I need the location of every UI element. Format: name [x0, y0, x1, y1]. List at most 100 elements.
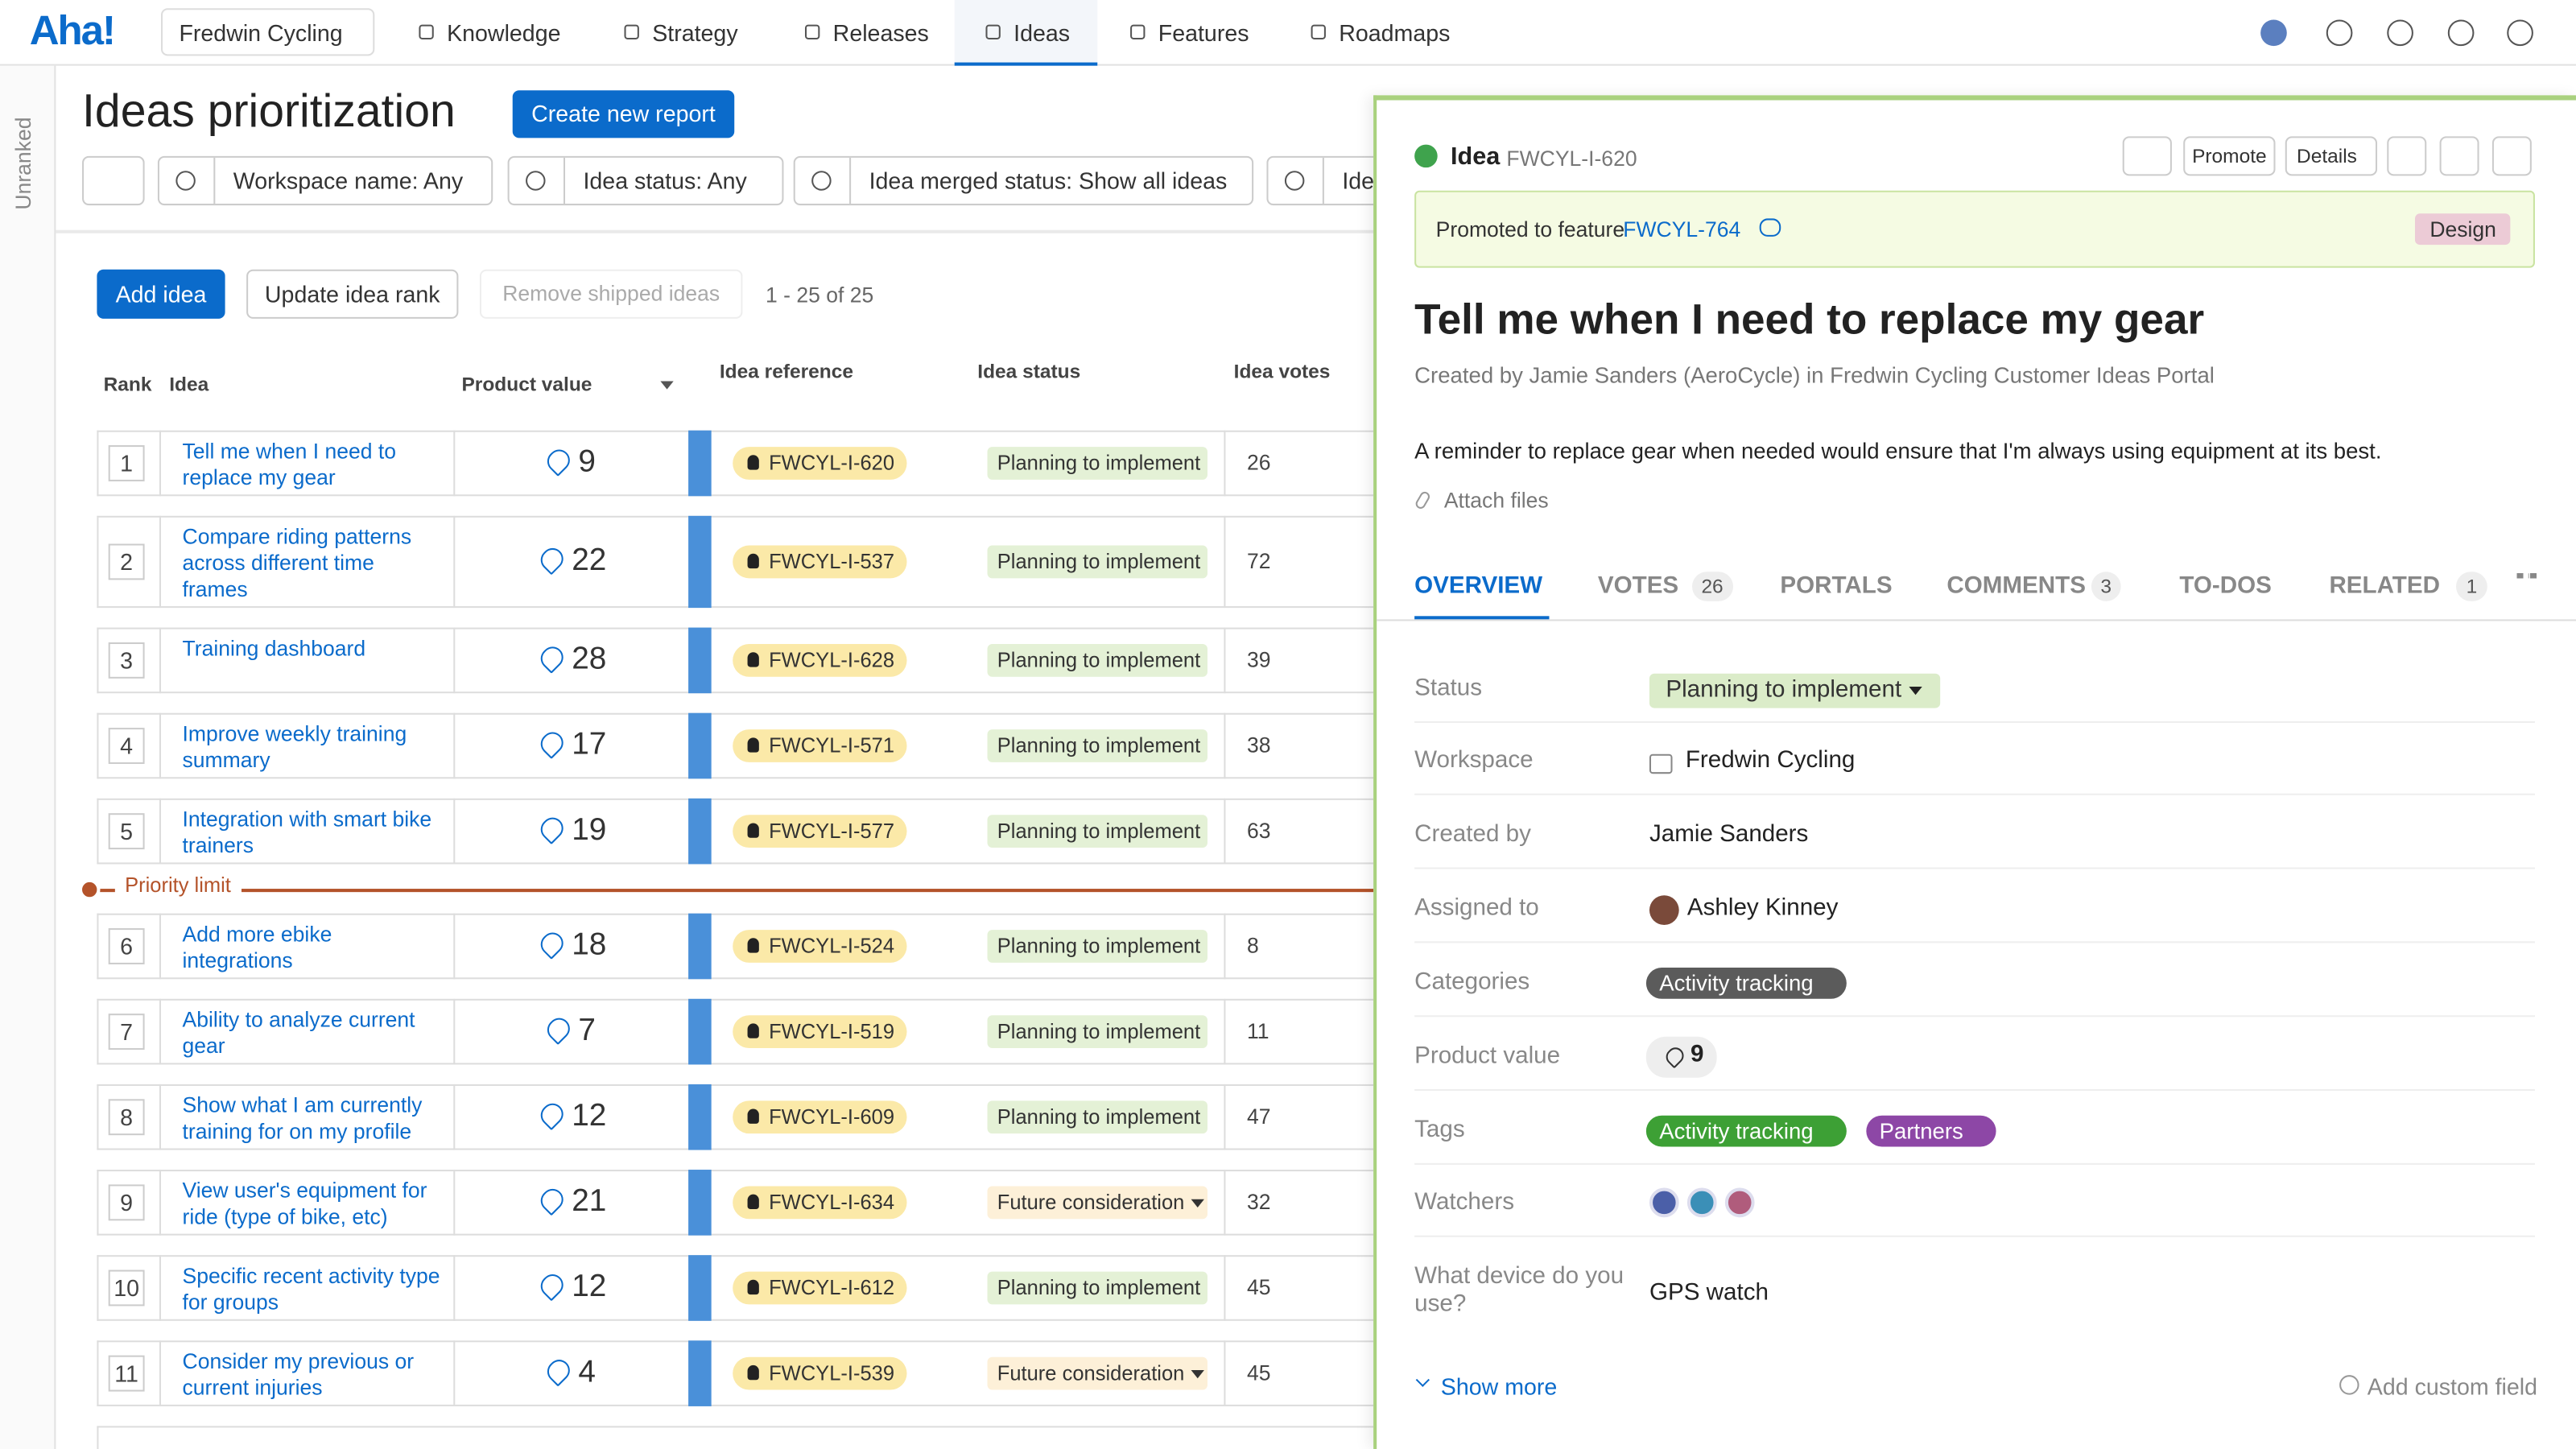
rank-cell: 3 [108, 642, 145, 679]
ref-pill: FWCYL-I-628 [733, 643, 907, 677]
field-value: 9 [1690, 1041, 1704, 1068]
detail-tab[interactable]: COMMENTS [1946, 573, 2086, 600]
result-count: 1 - 25 of 25 [766, 283, 874, 308]
expand-strip[interactable] [688, 515, 712, 609]
product-value: 18 [572, 928, 607, 963]
cell-divider [453, 798, 456, 865]
field-value: Ashley Kinney [1686, 895, 1839, 922]
tab-icon [1311, 24, 1326, 39]
detail-tab[interactable]: OVERVIEW [1414, 573, 1543, 600]
workspace-select[interactable]: Fredwin Cycling [160, 8, 375, 56]
expand-strip[interactable] [688, 627, 712, 694]
ref-pill: FWCYL-I-539 [733, 1356, 907, 1390]
idea-name[interactable]: Consider my previous or current injuries [182, 1348, 415, 1400]
row-border [97, 515, 1374, 609]
update-rank-button[interactable]: Update idea rank [246, 269, 459, 319]
remove-shipped-button[interactable]: Remove shipped ideas [479, 269, 743, 319]
idea-name[interactable]: Tell me when I need to replace my gear [182, 438, 396, 490]
nav-tab[interactable]: Strategy [652, 19, 738, 47]
nav-icon[interactable] [2447, 19, 2475, 47]
row-border [97, 1084, 1374, 1150]
field-divider [1414, 1015, 2535, 1018]
expand-strip[interactable] [688, 798, 712, 865]
add-idea-button[interactable]: Add idea [97, 269, 225, 319]
attach-files[interactable]: Attach files [1443, 488, 1549, 513]
close-button[interactable] [2491, 136, 2532, 176]
idea-name[interactable]: Add more ebike integrations [182, 921, 332, 973]
idea-name[interactable]: Specific recent activity type for groups [182, 1263, 440, 1315]
expand-strip[interactable] [688, 913, 712, 980]
add-custom-field[interactable]: Add custom field [2367, 1373, 2538, 1400]
back-button[interactable] [2122, 136, 2172, 176]
cell-divider [159, 627, 161, 694]
details-button[interactable]: Details [2285, 136, 2378, 176]
promote-button[interactable]: Promote [2183, 136, 2276, 176]
nav-icon[interactable] [2507, 19, 2533, 47]
idea-name[interactable]: Training dashboard [182, 635, 366, 661]
idea-name[interactable]: Compare riding patterns across different… [182, 524, 412, 601]
caret [1909, 687, 1922, 696]
nav-icon[interactable] [2387, 19, 2413, 47]
cell-divider [453, 998, 456, 1065]
banner-link[interactable]: FWCYL-764 [1623, 217, 1741, 242]
status-pill: Planning to implement [987, 1015, 1208, 1049]
field-label: Workspace [1414, 747, 1534, 774]
bulb-icon [747, 652, 759, 667]
filter[interactable]: Workspace name: Any [157, 155, 493, 206]
detail-tab[interactable]: TO-DOS [2179, 573, 2272, 600]
rank-cell: 9 [108, 1184, 145, 1221]
idea-name[interactable]: Integration with smart bike trainers [182, 807, 432, 858]
nav-tab[interactable]: Releases [832, 19, 929, 47]
filter[interactable]: Ide [1266, 155, 1382, 206]
nav-icon[interactable] [2326, 19, 2353, 47]
filter-button [82, 155, 145, 206]
filter-label: Workspace name: Any [233, 167, 464, 194]
create-report-button[interactable]: Create new report [512, 90, 735, 138]
share-button[interactable] [2387, 136, 2427, 176]
detail-tab[interactable]: RELATED [2329, 573, 2441, 600]
bulb-icon [747, 1194, 759, 1210]
banner-text: Promoted to feature [1435, 217, 1625, 242]
expand-strip[interactable] [688, 712, 712, 779]
expand-strip[interactable] [688, 1084, 712, 1150]
bulb-icon [747, 938, 759, 953]
idea-name[interactable]: Ability to analyze current gear [182, 1007, 415, 1059]
detail-tab[interactable]: VOTES [1597, 573, 1679, 600]
show-more[interactable]: Show more [1440, 1373, 1558, 1400]
expand-strip[interactable] [688, 998, 712, 1065]
idea-name[interactable]: View user's equipment for ride (type of … [182, 1178, 427, 1229]
status-pill: Planning to implement [987, 1100, 1208, 1134]
tab-more [2516, 573, 2537, 579]
filter[interactable]: Idea status: Any [507, 155, 784, 206]
idea-name[interactable]: Improve weekly training summary [182, 720, 407, 773]
row-border [97, 627, 1374, 694]
more-button[interactable] [2439, 136, 2479, 176]
votes: 47 [1246, 1104, 1271, 1129]
cell-divider [1224, 430, 1226, 497]
status-value[interactable]: Planning to implement [1649, 673, 1942, 708]
nav-tab[interactable]: Roadmaps [1339, 19, 1451, 47]
nav-tab[interactable]: Ideas [1013, 19, 1071, 47]
field-label: Created by [1414, 821, 1531, 848]
nav-icon[interactable] [2260, 19, 2287, 47]
column-header: Idea status [977, 359, 1081, 383]
detail-tab[interactable]: PORTALS [1780, 573, 1893, 600]
cell-divider [1224, 1084, 1226, 1150]
cell-divider [1224, 913, 1226, 980]
filter[interactable]: Idea merged status: Show all ideas [793, 155, 1254, 206]
expand-strip[interactable] [688, 1255, 712, 1321]
row-border [97, 1426, 1374, 1449]
ref-pill: FWCYL-I-571 [733, 729, 907, 762]
idea-name[interactable]: Show what I am currently training for on… [182, 1092, 423, 1144]
nav-tab[interactable]: Features [1158, 19, 1249, 47]
votes: 11 [1246, 1018, 1269, 1043]
expand-strip[interactable] [688, 1340, 712, 1406]
expand-strip[interactable] [688, 1170, 712, 1236]
tab-icon [624, 24, 639, 39]
created-by: Created by Jamie Sanders (AeroCycle) in … [1414, 363, 2215, 388]
field-value: Jamie Sanders [1649, 821, 1809, 848]
nav-tab[interactable]: Knowledge [447, 19, 561, 47]
cell-divider [1224, 627, 1226, 694]
expand-strip[interactable] [688, 430, 712, 497]
